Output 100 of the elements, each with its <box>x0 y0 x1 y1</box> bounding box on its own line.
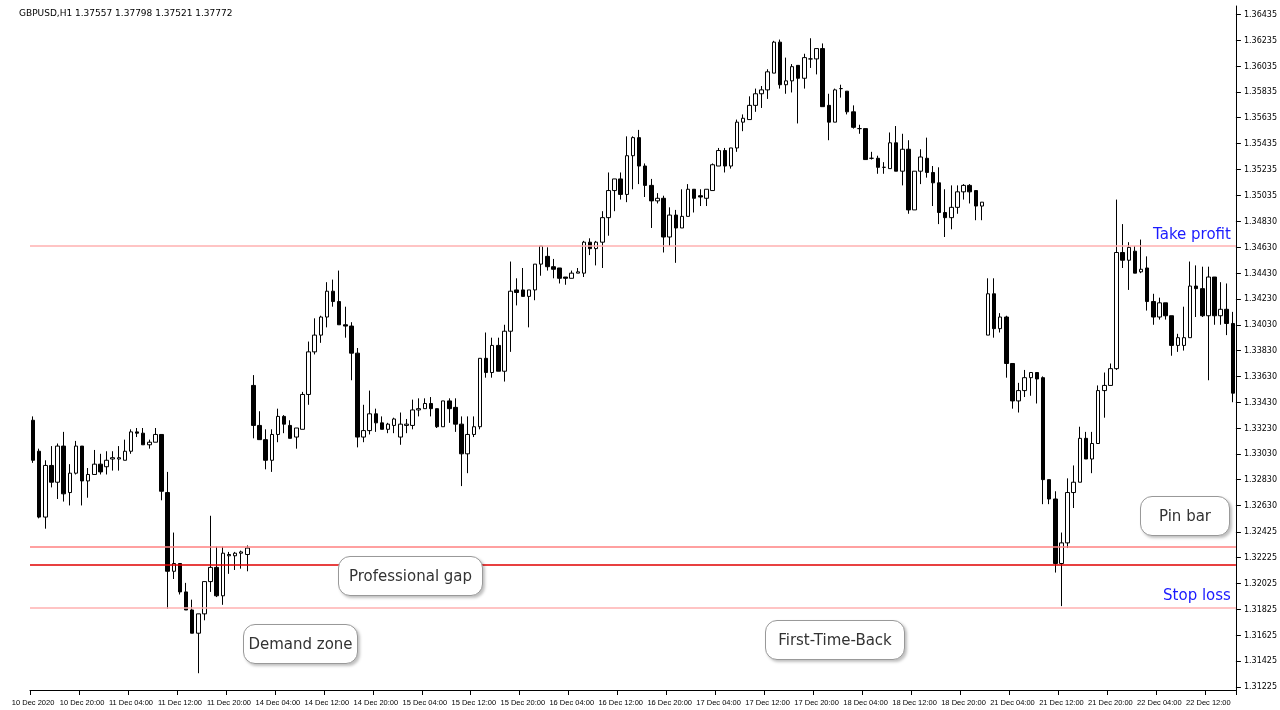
candlestick <box>1041 375 1045 505</box>
candlestick <box>839 84 843 99</box>
candlestick <box>1029 372 1033 397</box>
chart-title: GBPUSD,H1 1.37557 1.37798 1.37521 1.37772 <box>19 7 233 18</box>
y-tick-label: 1.34630 <box>1243 242 1278 252</box>
candlestick <box>490 337 494 379</box>
candlestick <box>876 155 880 175</box>
candlestick <box>796 64 800 124</box>
annotation: Demand zone <box>243 624 358 664</box>
y-tick-label: 1.31425 <box>1243 656 1278 666</box>
candlestick <box>643 162 647 198</box>
candlestick <box>331 279 335 308</box>
candlestick <box>772 40 776 74</box>
candlestick <box>380 415 384 430</box>
candlestick <box>974 190 978 221</box>
candlestick <box>827 93 831 141</box>
candlestick <box>1096 384 1100 444</box>
candlestick <box>986 277 990 336</box>
candlestick <box>184 582 188 611</box>
y-tick-label: 1.33230 <box>1243 423 1278 433</box>
candlestick <box>141 427 145 446</box>
candlestick <box>386 422 390 434</box>
y-tick-label: 1.36035 <box>1243 61 1278 71</box>
candlestick <box>925 137 929 179</box>
candlestick <box>110 450 115 472</box>
candlestick <box>1078 426 1082 483</box>
candlestick <box>221 546 225 606</box>
candlestick <box>227 551 231 575</box>
candlestick <box>931 165 935 207</box>
candlestick <box>484 332 488 379</box>
candlestick <box>998 312 1002 334</box>
annotation: Professional gap <box>338 556 483 596</box>
candlestick <box>288 419 292 439</box>
candlestick <box>239 550 243 570</box>
candlestick <box>723 147 727 173</box>
candlestick <box>80 445 84 506</box>
candlestick <box>1090 431 1094 474</box>
candlestick <box>576 267 580 274</box>
candlestick <box>190 599 194 634</box>
candlestick <box>894 125 898 172</box>
y-tick-label: 1.32830 <box>1243 475 1278 485</box>
candlestick <box>129 428 133 455</box>
candlestick <box>31 415 35 464</box>
candlestick <box>1188 261 1192 339</box>
candlestick <box>392 417 396 434</box>
candlestick <box>1035 372 1039 404</box>
candlestick <box>435 408 439 429</box>
candlestick <box>325 281 329 328</box>
candlestick <box>680 188 684 229</box>
candlestick <box>165 471 170 610</box>
candlestick <box>270 428 274 473</box>
candlestick <box>888 131 892 170</box>
y-tick-label: 1.33430 <box>1243 397 1278 407</box>
y-tick-label: 1.34230 <box>1243 294 1278 304</box>
candlestick <box>833 88 837 123</box>
candlestick <box>778 39 782 90</box>
y-tick-label: 1.31625 <box>1243 630 1278 640</box>
candlestick <box>741 113 745 132</box>
candlestick <box>790 63 794 93</box>
candlestick <box>337 270 341 326</box>
y-tick-label: 1.32425 <box>1243 527 1278 537</box>
candlestick <box>68 463 72 506</box>
candlestick <box>943 188 947 238</box>
candlestick <box>233 551 237 571</box>
candlestick <box>86 467 90 499</box>
candlestick <box>729 147 733 170</box>
candlestick <box>851 104 856 130</box>
candlestick <box>123 439 127 461</box>
y-tick-label: 1.36235 <box>1243 35 1278 45</box>
y-tick-label: 1.32025 <box>1243 579 1278 589</box>
candlestick <box>521 267 525 297</box>
candlestick <box>686 183 690 217</box>
candlestick <box>845 90 849 115</box>
y-tick-label: 1.35635 <box>1243 113 1278 123</box>
candlestick <box>429 396 433 417</box>
y-tick-label: 1.31825 <box>1243 604 1278 614</box>
candlestick <box>319 315 323 344</box>
candlestick <box>735 119 739 153</box>
candlestick <box>135 427 139 438</box>
annotation: Pin bar <box>1140 496 1230 536</box>
candlestick <box>692 188 696 213</box>
candlestick <box>423 397 427 410</box>
candlestick <box>374 408 378 433</box>
y-tick-label: 1.33030 <box>1243 449 1278 459</box>
candlestick <box>980 201 984 221</box>
candlestick <box>1139 239 1143 274</box>
candlestick <box>1194 264 1198 318</box>
candlestick <box>37 448 41 519</box>
candlestick <box>637 129 641 185</box>
y-tick-label: 1.32630 <box>1243 500 1278 510</box>
candlestick <box>582 240 586 278</box>
candlestick <box>802 53 807 90</box>
candlestick <box>1182 306 1186 352</box>
candlestick <box>784 57 788 95</box>
candlestick <box>625 135 629 203</box>
y-tick-label: 1.35235 <box>1243 164 1278 174</box>
candlestick <box>74 440 78 475</box>
candlestick <box>527 289 531 328</box>
candlestick <box>674 209 678 264</box>
y-tick-label: 1.33830 <box>1243 346 1278 356</box>
